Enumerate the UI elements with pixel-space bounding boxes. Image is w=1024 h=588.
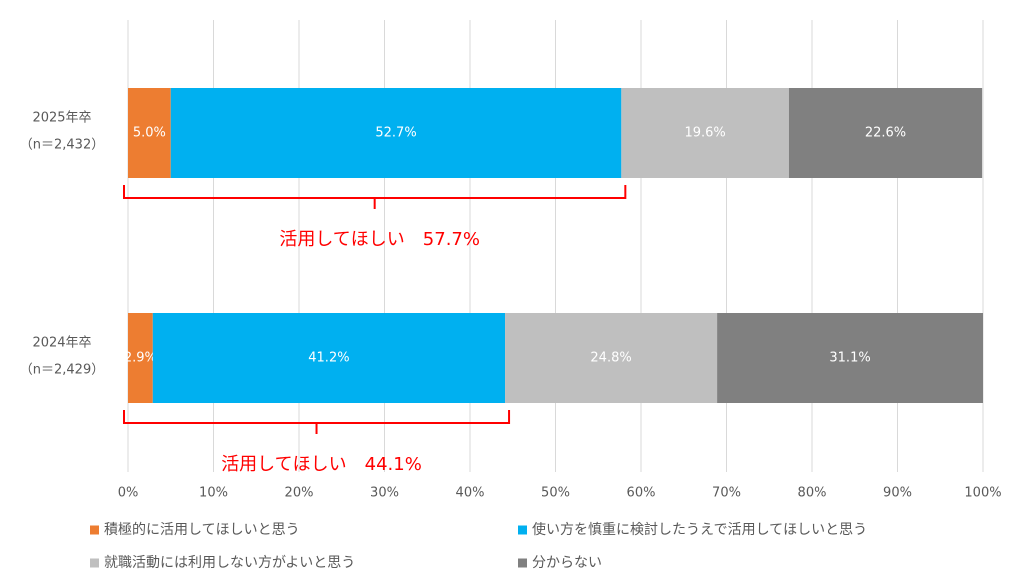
category-label: 2025年卒 [32, 111, 91, 126]
annotation-text: 活用してほしい 57.7% [279, 229, 480, 250]
annotation-brace [123, 185, 627, 209]
x-tick-label: 100% [964, 486, 1001, 501]
x-tick-label: 20% [285, 486, 314, 501]
x-tick-label: 70% [712, 486, 741, 501]
bar-segment [128, 88, 171, 178]
x-tick-label: 30% [370, 486, 399, 501]
value-label: 2.9% [124, 351, 157, 366]
legend-label: 分からない [532, 555, 602, 571]
bar-segment [717, 313, 983, 403]
bar-segment [788, 88, 983, 178]
value-label: 24.8% [590, 351, 631, 366]
bar-segment [128, 313, 153, 403]
annotation-text: 活用してほしい 44.1% [221, 454, 422, 475]
legend-swatch [90, 525, 99, 535]
annotation-brace [123, 410, 511, 434]
bar-segment [170, 88, 622, 178]
category-note: （n＝2,429） [20, 363, 104, 378]
bar-segment [621, 88, 789, 178]
value-label: 52.7% [375, 126, 416, 141]
x-tick-label: 10% [199, 486, 228, 501]
value-label: 41.2% [308, 351, 349, 366]
category-note: （n＝2,432） [20, 138, 104, 153]
legend-swatch [518, 558, 527, 568]
x-tick-label: 0% [118, 486, 139, 501]
bar-segment [505, 313, 718, 403]
legend-label: 積極的に活用してほしいと思う [104, 522, 300, 538]
bar-segment [152, 313, 506, 403]
x-tick-label: 40% [456, 486, 485, 501]
value-label: 19.6% [684, 126, 725, 141]
legend-swatch [518, 525, 527, 535]
value-label: 31.1% [829, 351, 870, 366]
category-label: 2024年卒 [32, 336, 91, 351]
x-tick-label: 90% [883, 486, 912, 501]
x-tick-label: 60% [627, 486, 656, 501]
x-tick-label: 50% [541, 486, 570, 501]
legend-swatch [90, 558, 99, 568]
value-label: 22.6% [865, 126, 906, 141]
value-label: 5.0% [133, 126, 166, 141]
legend-label: 使い方を慎重に検討したうえで活用してほしいと思う [532, 521, 867, 538]
x-tick-label: 80% [798, 486, 827, 501]
legend-label: 就職活動には利用しない方がよいと思う [104, 555, 355, 571]
